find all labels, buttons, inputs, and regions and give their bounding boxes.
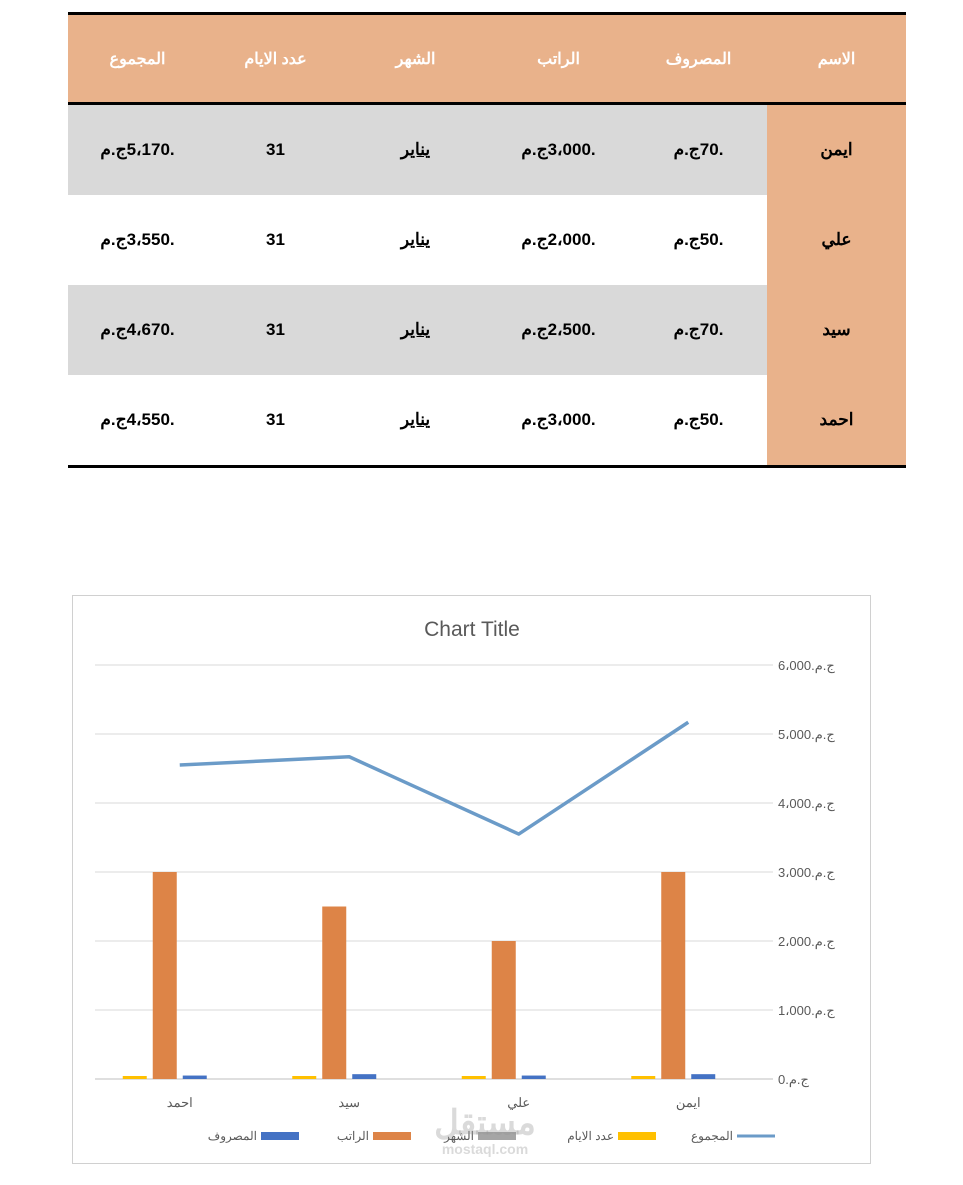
legend-swatch <box>618 1132 656 1140</box>
bar-1 <box>322 906 347 1079</box>
table-row: احمد .50ج.م .3،000ج.م يناير 31 .4،550ج.م <box>68 375 906 465</box>
bar-1 <box>661 872 686 1079</box>
x-axis-ticks: احمد سيد علي ايمن <box>167 1095 701 1111</box>
cell-total[interactable]: .4،550ج.م <box>100 410 175 429</box>
cell-salary[interactable]: .2،500ج.م <box>521 320 596 339</box>
y-tick-label: ج.م.3،000 <box>778 865 835 881</box>
chart-area[interactable]: Chart Title ج.م.0 ج.م.1،000 ج.م.2،000 ج.م.3… <box>72 595 871 1164</box>
cell-month[interactable]: يناير <box>344 195 487 285</box>
y-tick-label: ج.م.1،000 <box>778 1003 835 1019</box>
bar-1 <box>152 872 177 1079</box>
x-tick-label: علي <box>507 1095 530 1110</box>
month-text: يناير <box>400 410 431 429</box>
cell-name[interactable]: سيد <box>767 285 906 375</box>
bar-2 <box>691 1074 716 1079</box>
legend-label: المصروف <box>208 1129 257 1143</box>
y-tick-label: ج.م.0 <box>778 1072 810 1088</box>
y-tick-label: ج.م.5،000 <box>778 727 835 743</box>
legend-label: الشهر <box>443 1129 474 1143</box>
month-text: يناير <box>400 140 431 159</box>
cell-days[interactable]: 31 <box>266 320 285 339</box>
cell-expense[interactable]: .50ج.م <box>673 410 724 429</box>
watermark-latin: mostaql.com <box>441 1141 529 1157</box>
chart-title[interactable]: Chart Title <box>424 618 520 641</box>
gridlines <box>95 664 773 1080</box>
cell-days[interactable]: 31 <box>266 410 285 429</box>
cell-salary[interactable]: .2،000ج.م <box>521 230 596 249</box>
header-month[interactable]: الشهر <box>395 50 436 68</box>
bar-2 <box>182 1075 207 1079</box>
cell-expense[interactable]: .70ج.م <box>673 320 724 339</box>
salary-table: الاسم المصروف الراتب الشهر عدد الايام ال… <box>68 12 906 468</box>
cell-month[interactable]: يناير <box>344 285 487 375</box>
header-days[interactable]: عدد الايام <box>244 50 307 68</box>
table-row: علي .50ج.م .2،000ج.م يناير 31 .3،550ج.م <box>68 195 906 285</box>
x-tick-label: احمد <box>167 1095 193 1110</box>
legend: المجموع عدد الايام الشهر الراتب المصروف <box>208 1129 775 1143</box>
bar-0 <box>631 1076 656 1079</box>
cell-salary[interactable]: .3،000ج.م <box>521 410 596 429</box>
cell-month[interactable]: يناير <box>344 375 487 465</box>
cell-salary[interactable]: .3،000ج.م <box>521 140 596 159</box>
bar-0 <box>122 1076 147 1079</box>
bars <box>122 872 716 1079</box>
legend-swatch <box>373 1132 411 1140</box>
y-axis-ticks: ج.م.0 ج.م.1،000 ج.م.2،000 ج.م.3،000 ج.م.4،00… <box>778 658 835 1088</box>
bar-2 <box>521 1075 546 1079</box>
x-tick-label: سيد <box>338 1095 360 1110</box>
cell-total[interactable]: .4،670ج.م <box>100 320 175 339</box>
table-row: سيد .70ج.م .2،500ج.م يناير 31 .4،670ج.م <box>68 285 906 375</box>
cell-expense[interactable]: .70ج.م <box>673 140 724 159</box>
table-row: ايمن .70ج.م .3،000ج.م يناير 31 .5،170ج.م <box>68 105 906 195</box>
bar-0 <box>461 1076 486 1079</box>
legend-label: عدد الايام <box>567 1129 614 1143</box>
cell-expense[interactable]: .50ج.م <box>673 230 724 249</box>
total-line <box>179 720 690 836</box>
y-tick-label: ج.م.4،000 <box>778 796 835 812</box>
x-tick-label: ايمن <box>676 1095 701 1111</box>
bar-1 <box>491 941 516 1079</box>
cell-total[interactable]: .3،550ج.م <box>100 230 175 249</box>
bar-0 <box>292 1076 317 1079</box>
legend-label: المجموع <box>691 1129 733 1143</box>
cell-name[interactable]: احمد <box>767 375 906 465</box>
bar-2 <box>352 1074 377 1079</box>
chart-svg: Chart Title ج.م.0 ج.م.1،000 ج.م.2،000 ج.م.3… <box>95 618 835 1143</box>
table-header-row: الاسم المصروف الراتب الشهر عدد الايام ال… <box>68 15 906 105</box>
legend-swatch <box>261 1132 299 1140</box>
watermark: مستقل mostaql.com <box>420 1105 550 1165</box>
legend-label: الراتب <box>337 1129 369 1143</box>
legend-swatch <box>478 1132 516 1140</box>
month-text: يناير <box>400 320 431 339</box>
cell-name[interactable]: ايمن <box>767 105 906 195</box>
series-line <box>179 720 690 836</box>
header-name[interactable]: الاسم <box>817 50 856 68</box>
cell-total[interactable]: .5،170ج.م <box>100 140 175 159</box>
cell-days[interactable]: 31 <box>266 230 285 249</box>
cell-days[interactable]: 31 <box>266 140 285 159</box>
watermark-arabic: مستقل <box>434 1104 536 1142</box>
y-tick-label: ج.م.6،000 <box>778 658 835 674</box>
cell-month[interactable]: يناير <box>344 105 487 195</box>
y-tick-label: ج.م.2،000 <box>778 934 835 950</box>
header-salary[interactable]: الراتب <box>537 50 580 68</box>
cell-name[interactable]: علي <box>767 195 906 285</box>
header-total[interactable]: المجموع <box>109 50 166 68</box>
month-text: يناير <box>400 230 431 249</box>
header-expense[interactable]: المصروف <box>665 50 732 68</box>
